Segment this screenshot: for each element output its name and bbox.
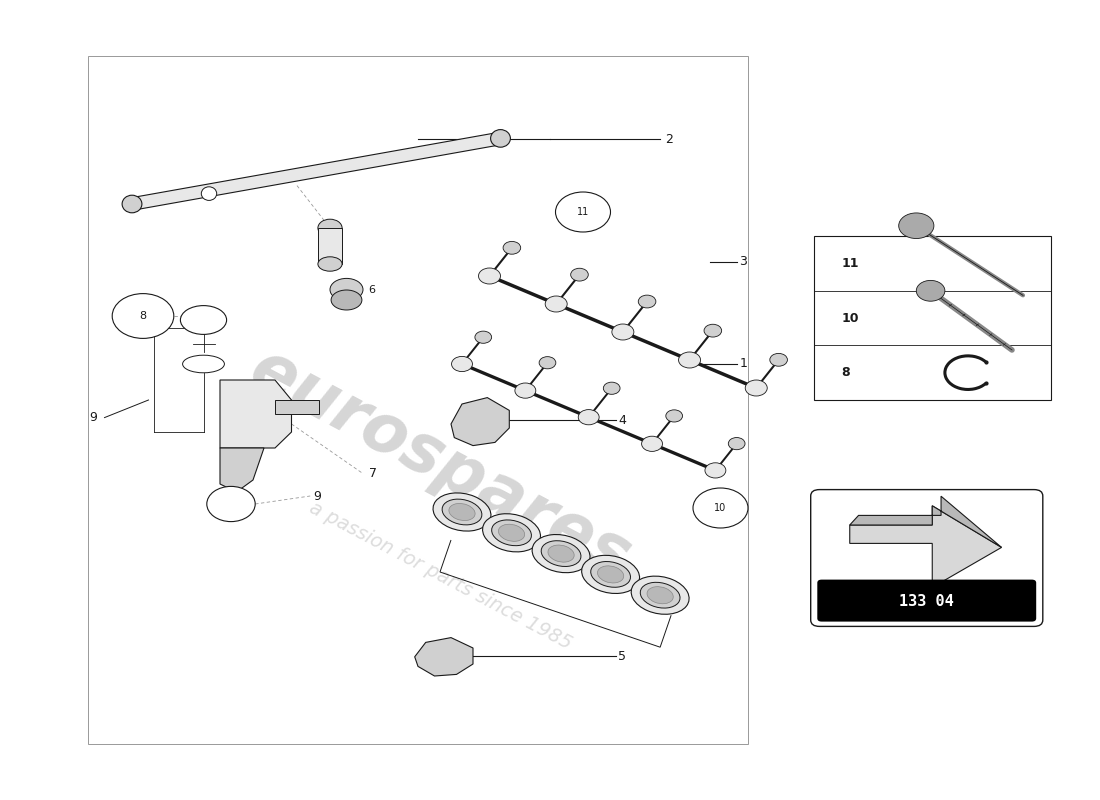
Text: 10: 10 bbox=[842, 311, 859, 325]
Ellipse shape bbox=[597, 566, 624, 583]
Circle shape bbox=[745, 380, 767, 396]
FancyBboxPatch shape bbox=[817, 579, 1036, 622]
Ellipse shape bbox=[449, 503, 475, 521]
Text: 10: 10 bbox=[714, 503, 727, 513]
Circle shape bbox=[475, 331, 492, 343]
Text: 3: 3 bbox=[739, 255, 747, 268]
Ellipse shape bbox=[483, 514, 540, 552]
Text: 6: 6 bbox=[368, 285, 375, 294]
Ellipse shape bbox=[532, 534, 590, 573]
Polygon shape bbox=[132, 132, 500, 210]
Ellipse shape bbox=[122, 195, 142, 213]
Circle shape bbox=[571, 268, 588, 281]
Text: 7: 7 bbox=[368, 467, 376, 480]
Ellipse shape bbox=[442, 499, 482, 525]
Polygon shape bbox=[451, 398, 509, 446]
Text: 9: 9 bbox=[314, 490, 321, 502]
Circle shape bbox=[693, 488, 748, 528]
Polygon shape bbox=[415, 638, 473, 676]
Circle shape bbox=[641, 436, 662, 451]
Polygon shape bbox=[849, 496, 1002, 547]
Ellipse shape bbox=[548, 545, 574, 562]
Ellipse shape bbox=[318, 257, 342, 271]
Ellipse shape bbox=[331, 290, 362, 310]
Circle shape bbox=[666, 410, 682, 422]
Text: 11: 11 bbox=[576, 207, 590, 217]
Text: 1: 1 bbox=[739, 358, 747, 370]
Ellipse shape bbox=[318, 219, 342, 237]
Text: 9: 9 bbox=[89, 411, 98, 424]
Polygon shape bbox=[220, 448, 264, 492]
Ellipse shape bbox=[640, 582, 680, 608]
Ellipse shape bbox=[582, 555, 639, 594]
FancyBboxPatch shape bbox=[811, 490, 1043, 626]
Text: a passion for parts since 1985: a passion for parts since 1985 bbox=[306, 498, 574, 654]
Circle shape bbox=[452, 356, 473, 371]
Circle shape bbox=[916, 280, 945, 301]
Circle shape bbox=[515, 383, 536, 398]
Ellipse shape bbox=[201, 187, 217, 200]
Ellipse shape bbox=[191, 359, 216, 369]
Ellipse shape bbox=[631, 576, 689, 614]
Circle shape bbox=[638, 295, 656, 308]
Ellipse shape bbox=[498, 524, 525, 542]
Circle shape bbox=[704, 324, 722, 337]
Ellipse shape bbox=[591, 562, 630, 587]
Circle shape bbox=[612, 324, 634, 340]
Ellipse shape bbox=[180, 306, 227, 334]
Ellipse shape bbox=[647, 586, 673, 604]
Circle shape bbox=[556, 192, 610, 232]
Bar bbox=[814, 236, 1050, 400]
Bar bbox=[318, 228, 342, 264]
Ellipse shape bbox=[491, 130, 510, 147]
Text: 5: 5 bbox=[618, 650, 626, 662]
Circle shape bbox=[770, 354, 788, 366]
Circle shape bbox=[603, 382, 620, 394]
Ellipse shape bbox=[433, 493, 491, 531]
Circle shape bbox=[705, 462, 726, 478]
Circle shape bbox=[112, 294, 174, 338]
Circle shape bbox=[207, 486, 255, 522]
Circle shape bbox=[546, 296, 568, 312]
Polygon shape bbox=[220, 380, 292, 448]
Circle shape bbox=[899, 213, 934, 238]
Bar bbox=[88, 56, 748, 744]
Ellipse shape bbox=[190, 312, 217, 328]
Text: eurospares: eurospares bbox=[239, 336, 641, 592]
Circle shape bbox=[728, 438, 745, 450]
Ellipse shape bbox=[330, 278, 363, 301]
Circle shape bbox=[679, 352, 701, 368]
Ellipse shape bbox=[541, 541, 581, 566]
Polygon shape bbox=[275, 400, 319, 414]
Text: 133 04: 133 04 bbox=[900, 594, 954, 609]
Polygon shape bbox=[849, 506, 1002, 587]
Text: 8: 8 bbox=[842, 366, 850, 379]
Text: 4: 4 bbox=[618, 414, 626, 426]
Text: 2: 2 bbox=[666, 133, 673, 146]
Ellipse shape bbox=[183, 355, 224, 373]
Circle shape bbox=[478, 268, 500, 284]
Circle shape bbox=[539, 357, 556, 369]
Ellipse shape bbox=[492, 520, 531, 546]
Text: 8: 8 bbox=[140, 311, 146, 321]
Circle shape bbox=[579, 410, 600, 425]
Circle shape bbox=[218, 494, 244, 514]
Circle shape bbox=[503, 242, 520, 254]
Text: 11: 11 bbox=[842, 257, 859, 270]
